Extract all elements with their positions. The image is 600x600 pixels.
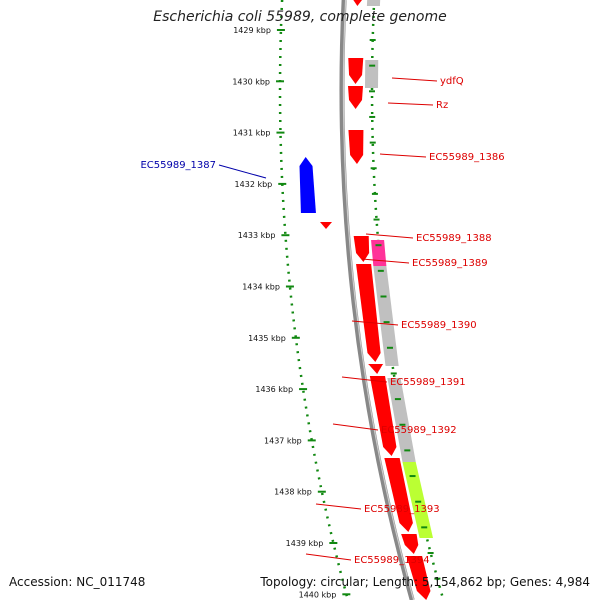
tick-label: 1437 kbp [264,436,302,445]
gene-label: Rz [436,100,448,111]
accession-text: Accession: NC_011748 [9,575,146,589]
gene-label-leader [332,423,379,431]
gene-label: EC55989_1390 [401,320,477,331]
gene-label-leader [218,164,267,179]
gene-label: ydfQ [440,76,464,87]
gene-label: EC55989_1389 [412,258,488,269]
gene-label: EC55989_1392 [381,425,457,436]
gene-label-leader [361,258,410,264]
cog-gray-3 [373,266,399,366]
forward-gene-6 [356,264,381,362]
gene-label: EC55989_1387 [140,160,216,171]
tick-label: 1429 kbp [233,26,271,35]
forward-gene-5 [353,236,370,262]
genome-info-text: Topology: circular; Length: 5,154,862 bp… [260,575,590,589]
gene-label: EC55989_1391 [390,377,466,388]
dotted-ring-2 [278,0,350,600]
cog-gray-1 [366,0,381,6]
gene-track [299,0,431,600]
gene-label-leader [391,77,438,82]
gene-label-leader [341,376,388,383]
cog-pink [371,240,387,266]
cog-track [365,0,434,538]
cog-green [402,462,434,538]
cog-gray-4 [387,378,416,462]
gene-label: EC55989_1393 [364,504,440,515]
tick-label: 1431 kbp [233,129,271,138]
forward-gene-small [320,222,332,229]
gene-labels: ydfQ Rz EC55989_1386 EC55989_1387 EC55989_13… [140,76,504,566]
forward-gene-10 [401,534,419,554]
forward-gene-7 [368,364,384,374]
gene-label: EC55989_1388 [416,233,492,244]
backbone-line [339,0,415,600]
forward-gene-3 [348,86,364,109]
tick-label: 1433 kbp [238,231,276,240]
tick-label: 1436 kbp [255,385,293,394]
backbone [339,0,415,600]
tick-label: 1432 kbp [235,180,273,189]
forward-gene-8 [369,376,397,456]
forward-gene-4 [348,130,364,164]
forward-gene-11 [406,556,431,600]
gene-label-leader [379,153,427,158]
gene-label-leader [365,233,414,239]
forward-gene-9 [384,458,413,532]
forward-gene-2 [348,58,364,84]
gene-label-leader [351,320,399,326]
cog-gray-2 [365,60,379,88]
tick-label: 1439 kbp [286,539,324,548]
tick-label: 1435 kbp [248,334,286,343]
tick-label: 1438 kbp [274,488,312,497]
gene-label-leader [305,553,352,561]
tick-label: 1430 kbp [232,77,270,86]
gene-label: EC55989_1386 [429,152,505,163]
gene-label: EC55989_1394 [354,555,430,566]
tick-label: 1434 kbp [242,283,280,292]
forward-gene-1 [350,0,366,6]
reverse-gene-1387 [299,157,316,213]
gene-label-leader [387,102,434,106]
map-title: Escherichia coli 55989, complete genome [153,9,447,25]
tick-marks: 1429 kbp 1430 kbp 1431 kbp 1432 kbp 1433 kbp… [232,26,441,599]
gene-label-leader [315,503,362,510]
tick-label: 1440 kbp [299,590,337,599]
backbone-highlight [342,0,415,600]
